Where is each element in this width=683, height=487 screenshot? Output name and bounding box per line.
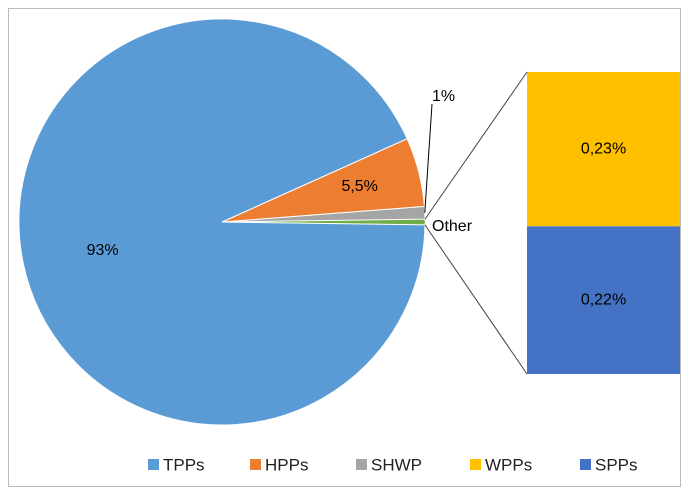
- legend-swatch: [580, 459, 591, 470]
- data-label: 0,22%: [581, 291, 626, 308]
- connector: [424, 71, 528, 220]
- pie-slice: [18, 18, 426, 426]
- data-label: 1%: [432, 88, 455, 105]
- leader-line: [424, 103, 433, 213]
- data-label: 0,23%: [581, 140, 626, 157]
- other-label: Other: [432, 218, 473, 235]
- legend-label: TPPs: [163, 455, 205, 474]
- bar-segment: [527, 72, 680, 227]
- legend-swatch: [356, 459, 367, 470]
- connector: [424, 224, 528, 375]
- data-label: 93%: [87, 242, 119, 259]
- legend-swatch: [250, 459, 261, 470]
- legend-label: SPPs: [595, 455, 638, 474]
- data-label: 5,5%: [341, 178, 377, 195]
- bar-segment: [527, 226, 680, 374]
- legend-swatch: [470, 459, 481, 470]
- legend-swatch: [148, 459, 159, 470]
- legend-label: HPPs: [265, 455, 308, 474]
- legend-label: SHWP: [371, 455, 422, 474]
- legend-label: WPPs: [485, 455, 532, 474]
